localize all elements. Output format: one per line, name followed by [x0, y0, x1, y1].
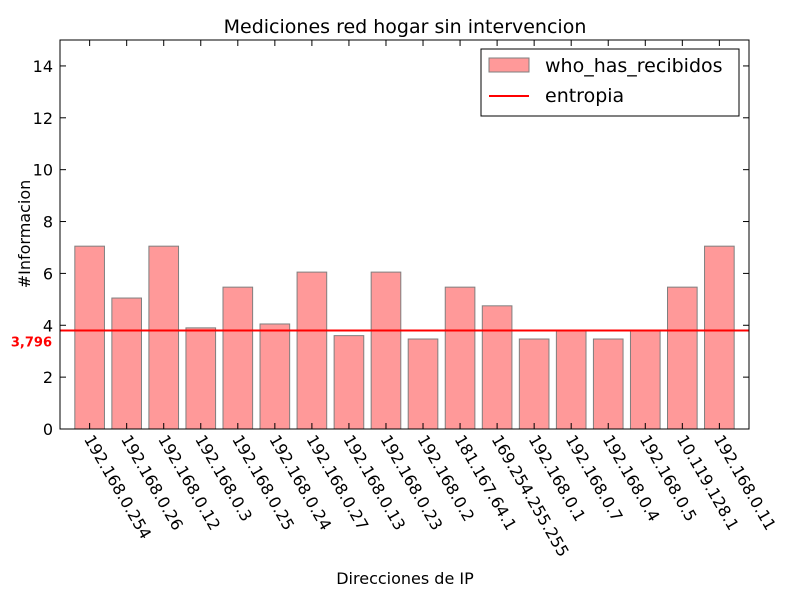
y-tick-label: 0 — [43, 420, 53, 439]
bar[interactable] — [148, 245, 180, 430]
y-tick-label: 4 — [43, 316, 53, 335]
chart-title: Mediciones red hogar sin intervencion — [224, 16, 587, 38]
bar[interactable] — [704, 245, 735, 430]
x-tick-labels: 192.168.0.254192.168.0.26192.168.0.12192… — [80, 432, 780, 561]
y-tick-label: 8 — [43, 213, 53, 232]
legend-swatch-bar — [488, 57, 530, 73]
bar[interactable] — [74, 245, 105, 430]
bar[interactable] — [222, 286, 254, 430]
legend-label-series: who_has_recibidos — [545, 55, 723, 77]
bar[interactable] — [592, 338, 624, 430]
bar[interactable] — [333, 335, 365, 430]
bar[interactable] — [296, 271, 328, 430]
bar[interactable] — [518, 338, 550, 430]
bar[interactable] — [555, 330, 587, 430]
bars-layer — [74, 245, 735, 430]
bar[interactable] — [667, 286, 698, 430]
y-tick-label: 12 — [33, 109, 53, 128]
y-tick-label: 10 — [33, 161, 53, 180]
x-axis-label: Direcciones de IP — [336, 569, 474, 588]
bar[interactable] — [629, 330, 661, 430]
bar[interactable] — [407, 338, 439, 430]
y-tick-labels: 0 2 4 6 8 10 12 14 — [33, 57, 53, 439]
bar[interactable] — [185, 327, 217, 430]
bar[interactable] — [444, 286, 476, 430]
y-tick-label: 2 — [43, 368, 53, 387]
legend: who_has_recibidos entropia — [480, 48, 740, 117]
legend-label-reference: entropia — [545, 85, 624, 107]
y-tick-label: 14 — [33, 57, 53, 76]
bar[interactable] — [481, 305, 513, 430]
bar[interactable] — [111, 297, 142, 430]
y-tick-label: 6 — [43, 264, 53, 283]
bar[interactable] — [370, 271, 402, 430]
axes-layer: 3,796 — [11, 39, 750, 430]
plot-frame — [59, 39, 750, 430]
y-axis-label: #Informacion — [15, 180, 34, 289]
bar[interactable] — [259, 323, 291, 430]
entropia-value-label: 3,796 — [11, 336, 52, 351]
